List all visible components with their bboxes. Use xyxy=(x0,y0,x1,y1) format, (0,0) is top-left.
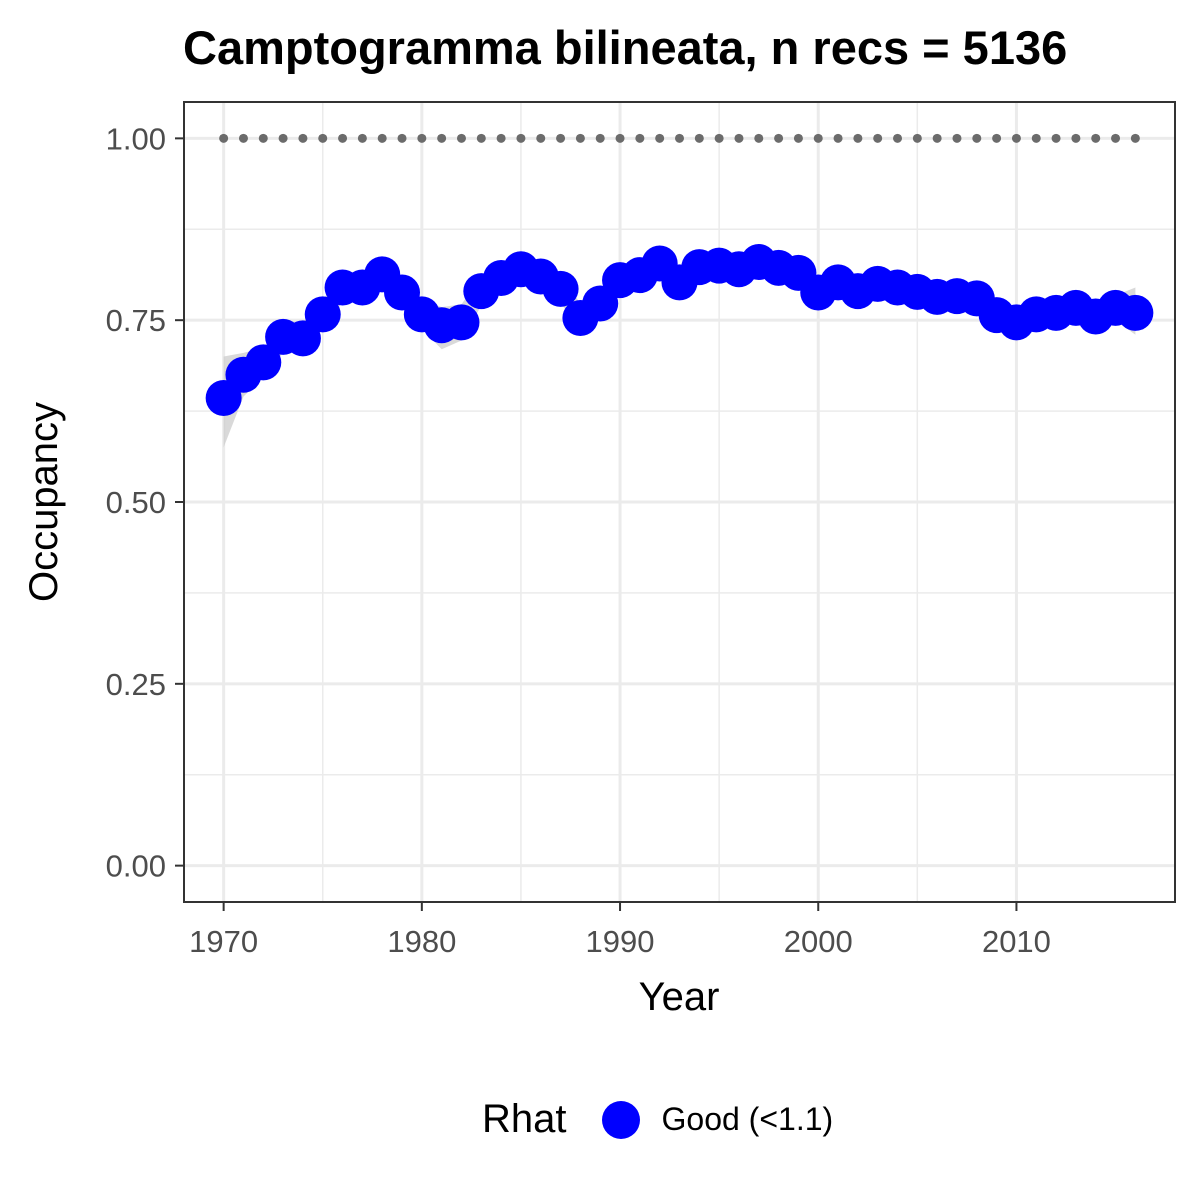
reference-dot xyxy=(357,133,367,143)
reference-dot xyxy=(694,133,704,143)
reference-dot xyxy=(952,133,962,143)
reference-dot xyxy=(456,133,466,143)
reference-dot xyxy=(813,133,823,143)
y-tick-label: 1.00 xyxy=(106,121,166,156)
reference-dot xyxy=(714,133,724,143)
reference-dot xyxy=(536,133,546,143)
reference-dot xyxy=(833,133,843,143)
x-tick-label: 2010 xyxy=(982,924,1051,959)
reference-dot xyxy=(496,133,506,143)
x-tick-label: 1980 xyxy=(387,924,456,959)
reference-dot xyxy=(318,133,328,143)
chart-title: Camptogramma bilineata, n recs = 5136 xyxy=(183,21,1068,74)
reference-dot xyxy=(992,133,1002,143)
reference-dot xyxy=(615,133,625,143)
reference-dot xyxy=(734,133,744,143)
reference-dot xyxy=(1031,133,1041,143)
reference-dot xyxy=(556,133,566,143)
reference-dot xyxy=(912,133,922,143)
reference-dot xyxy=(873,133,883,143)
data-point xyxy=(245,344,282,381)
legend-label-good: Good (<1.1) xyxy=(661,1101,834,1137)
reference-dot xyxy=(932,133,942,143)
occupancy-points xyxy=(205,244,1154,416)
y-tick-label: 0.25 xyxy=(106,667,166,702)
y-tick-label: 0.50 xyxy=(106,485,166,520)
reference-dot xyxy=(774,133,784,143)
data-point xyxy=(542,270,579,307)
reference-dot xyxy=(1111,133,1121,143)
x-axis-label: Year xyxy=(639,975,720,1019)
x-tick-label: 2000 xyxy=(784,924,853,959)
reference-dot xyxy=(1071,133,1081,143)
reference-dot xyxy=(793,133,803,143)
legend-title: Rhat xyxy=(482,1097,567,1141)
reference-dot xyxy=(377,133,387,143)
reference-dot xyxy=(298,133,308,143)
x-tick-label: 1990 xyxy=(586,924,655,959)
reference-dot xyxy=(516,133,526,143)
y-axis-label: Occupancy xyxy=(22,402,66,602)
data-point xyxy=(443,304,480,341)
reference-dot xyxy=(476,133,486,143)
reference-dot xyxy=(1091,133,1101,143)
reference-dot xyxy=(238,133,248,143)
reference-dot xyxy=(972,133,982,143)
reference-dot xyxy=(278,133,288,143)
reference-dot xyxy=(595,133,605,143)
data-point xyxy=(1117,294,1154,331)
reference-dot xyxy=(635,133,645,143)
y-tick-label: 0.75 xyxy=(106,303,166,338)
reference-dot xyxy=(397,133,407,143)
legend-key-good xyxy=(601,1100,640,1139)
reference-line-dots xyxy=(219,133,1140,143)
reference-dot xyxy=(437,133,447,143)
reference-dot xyxy=(853,133,863,143)
x-tick-label: 1970 xyxy=(189,924,258,959)
grid-lines xyxy=(184,102,1175,902)
y-tick-label: 0.00 xyxy=(106,849,166,884)
reference-dot xyxy=(754,133,764,143)
reference-dot xyxy=(575,133,585,143)
reference-dot xyxy=(1130,133,1140,143)
reference-dot xyxy=(1011,133,1021,143)
legend: Rhat Good (<1.1) xyxy=(482,1097,833,1142)
data-point xyxy=(304,296,341,333)
reference-dot xyxy=(338,133,348,143)
reference-dot xyxy=(675,133,684,143)
reference-dot xyxy=(655,133,665,143)
reference-dot xyxy=(417,133,427,143)
reference-dot xyxy=(258,133,268,143)
axes: 0.00 0.25 0.50 0.75 1.00 1970 1980 1990 2000 2010 xyxy=(106,121,1051,959)
reference-dot xyxy=(1051,133,1061,143)
reference-dot xyxy=(219,133,229,143)
reference-dot xyxy=(893,133,903,143)
data-point xyxy=(284,320,321,357)
